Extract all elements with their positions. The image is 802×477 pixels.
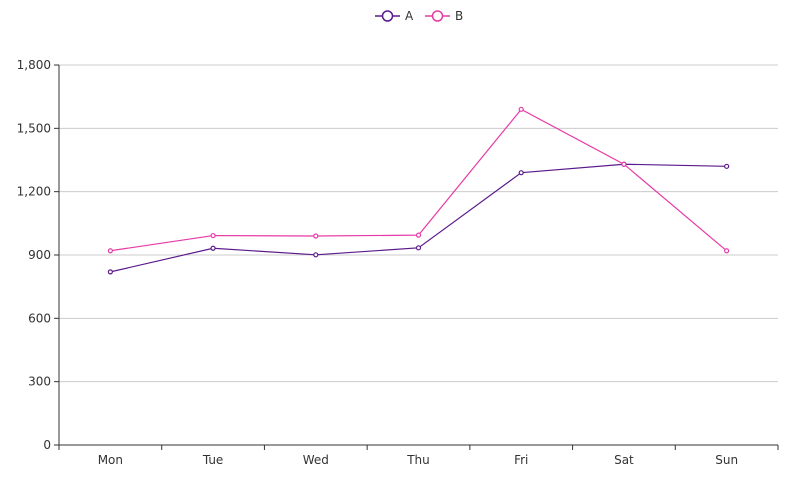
data-point[interactable] xyxy=(724,248,730,254)
legend-marker xyxy=(381,10,394,22)
x-tick-label: Sun xyxy=(715,453,738,467)
y-tick-label: 300 xyxy=(28,375,51,389)
x-tick-label: Wed xyxy=(303,453,329,467)
data-point[interactable] xyxy=(724,163,730,169)
y-tick-label: 600 xyxy=(28,311,51,325)
x-tick-label: Fri xyxy=(514,453,528,467)
data-point[interactable] xyxy=(313,252,319,258)
data-point[interactable] xyxy=(210,245,216,251)
legend-label: B xyxy=(455,9,463,23)
series-line xyxy=(110,163,727,273)
y-tick-label: 1,800 xyxy=(17,58,51,72)
y-tick-label: 1,500 xyxy=(17,121,51,135)
legend-label: A xyxy=(405,9,414,23)
data-point[interactable] xyxy=(518,106,524,112)
y-tick-label: 900 xyxy=(28,248,51,262)
x-tick-label: Sat xyxy=(614,453,634,467)
x-tick-label: Mon xyxy=(98,453,123,467)
data-point[interactable] xyxy=(107,248,113,254)
axes: 0 300 600 900 1,200 1,500 1,800 Mon Tue Wed Thu Fri… xyxy=(17,58,779,467)
legend-marker xyxy=(431,10,444,22)
y-tick-label: 0 xyxy=(43,438,51,452)
data-point[interactable] xyxy=(415,245,422,251)
data-point[interactable] xyxy=(107,269,113,275)
data-point[interactable] xyxy=(415,232,422,238)
legend-item-A[interactable]: A xyxy=(375,9,414,23)
series-group xyxy=(107,106,730,275)
x-tick-label: Tue xyxy=(202,453,224,467)
series-line xyxy=(110,108,728,252)
series-B xyxy=(107,106,730,254)
x-tick-label: Thu xyxy=(406,453,430,467)
y-tick-label: 1,200 xyxy=(17,185,51,199)
series-A xyxy=(107,161,730,275)
data-point[interactable] xyxy=(313,233,319,239)
data-point[interactable] xyxy=(621,161,627,167)
data-point[interactable] xyxy=(210,232,216,239)
data-point[interactable] xyxy=(518,170,524,176)
legend-item-B[interactable]: B xyxy=(425,9,463,23)
grid xyxy=(59,64,778,383)
